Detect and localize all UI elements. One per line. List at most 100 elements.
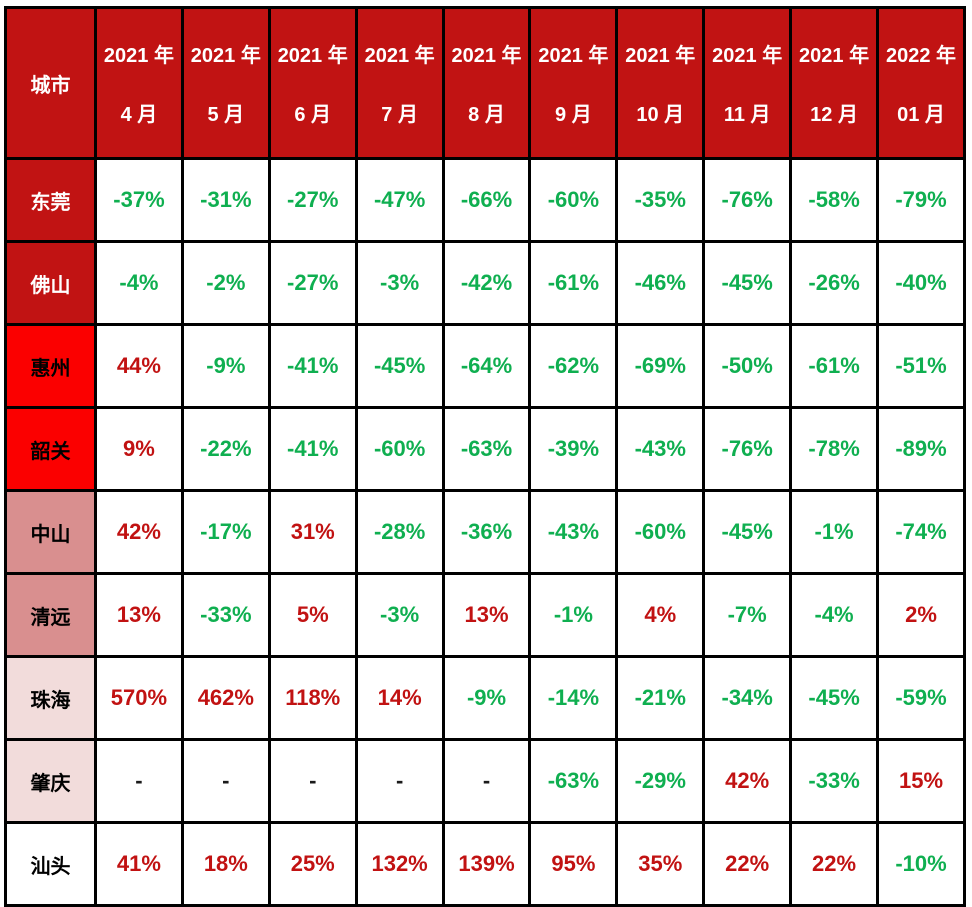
header-month-label: 9 月	[555, 104, 592, 126]
header-month-label: 10 月	[636, 104, 685, 126]
value-cell: -	[180, 738, 271, 824]
row-header-city: 惠州	[4, 323, 97, 409]
header-year-label: 2021 年	[799, 45, 870, 67]
header-month-label: 12 月	[810, 104, 858, 126]
value-cell: -58%	[789, 157, 880, 243]
header-month-label: 6 月	[294, 104, 332, 126]
value-cell: -45%	[789, 655, 880, 741]
value-cell: -47%	[354, 157, 445, 243]
value-cell: -45%	[702, 489, 793, 575]
value-cell: -9%	[180, 323, 271, 409]
value-cell: -60%	[615, 489, 706, 575]
value-cell: -78%	[789, 406, 880, 492]
value-cell: -76%	[702, 406, 793, 492]
table-row: 珠海 570% 462% 118% 14% -9% -14% -21% -34% -45% -59%	[4, 655, 966, 741]
value-cell: -27%	[267, 240, 358, 326]
value-cell: -	[441, 738, 532, 824]
value-cell: -79%	[876, 157, 966, 243]
value-cell: -17%	[180, 489, 271, 575]
table-row: 肇庆 - - - - - -63% -29% 42% -33% 15%	[4, 738, 966, 824]
value-cell: 139%	[441, 821, 532, 907]
row-header-city: 佛山	[4, 240, 97, 326]
header-year-label: 2021 年	[277, 45, 348, 67]
month-column-header: 2022 年 01 月	[876, 6, 966, 160]
row-header-city: 汕头	[4, 821, 97, 907]
value-cell: -	[94, 738, 184, 824]
value-cell: -62%	[528, 323, 619, 409]
header-month-label: 5 月	[207, 104, 245, 126]
value-cell: -89%	[876, 406, 966, 492]
month-column-header: 2021 年 9 月	[528, 6, 619, 160]
value-cell: 132%	[354, 821, 445, 907]
value-cell: -59%	[876, 655, 966, 741]
table-row: 东莞 -37% -31% -27% -47% -66% -60% -35% -76% -58% -7…	[4, 157, 966, 243]
value-cell: -1%	[528, 572, 619, 658]
value-cell: -61%	[528, 240, 619, 326]
value-cell: -66%	[441, 157, 532, 243]
value-cell: -4%	[789, 572, 880, 658]
value-cell: -76%	[702, 157, 793, 243]
value-cell: -63%	[441, 406, 532, 492]
value-cell: -41%	[267, 323, 358, 409]
table-row: 汕头 41% 18% 25% 132% 139% 95% 35% 22% 22% -10%	[4, 821, 966, 907]
value-cell: -63%	[528, 738, 619, 824]
value-cell: -27%	[267, 157, 358, 243]
month-column-header: 2021 年 7 月	[354, 6, 445, 160]
value-cell: -28%	[354, 489, 445, 575]
header-year-label: 2022 年	[885, 45, 957, 67]
value-cell: 13%	[441, 572, 532, 658]
value-cell: -4%	[94, 240, 184, 326]
month-column-header: 2021 年 5 月	[180, 6, 271, 160]
value-cell: -34%	[702, 655, 793, 741]
month-column-header: 2021 年 10 月	[615, 6, 706, 160]
value-cell: -14%	[528, 655, 619, 741]
value-cell: -33%	[180, 572, 271, 658]
value-cell: -40%	[876, 240, 966, 326]
value-cell: -36%	[441, 489, 532, 575]
header-year-label: 2021 年	[364, 45, 435, 67]
header-year-label: 2021 年	[712, 45, 783, 67]
value-cell: 25%	[267, 821, 358, 907]
value-cell: -31%	[180, 157, 271, 243]
value-cell: 5%	[267, 572, 358, 658]
value-cell: -51%	[876, 323, 966, 409]
header-year-label: 2021 年	[538, 45, 609, 67]
value-cell: -64%	[441, 323, 532, 409]
value-cell: -37%	[94, 157, 184, 243]
value-cell: -45%	[702, 240, 793, 326]
value-cell: -39%	[528, 406, 619, 492]
value-cell: 13%	[94, 572, 184, 658]
value-cell: -69%	[615, 323, 706, 409]
row-header-city: 肇庆	[4, 738, 97, 824]
value-cell: 95%	[528, 821, 619, 907]
row-header-city: 清远	[4, 572, 97, 658]
value-cell: 9%	[94, 406, 184, 492]
value-cell: -9%	[441, 655, 532, 741]
row-header-city: 东莞	[4, 157, 97, 243]
table-row: 佛山 -4% -2% -27% -3% -42% -61% -46% -45% -26% -40%	[4, 240, 966, 326]
value-cell: -3%	[354, 572, 445, 658]
header-year-label: 2021 年	[451, 45, 522, 67]
value-cell: -3%	[354, 240, 445, 326]
value-cell: -43%	[615, 406, 706, 492]
header-month-label: 4 月	[120, 104, 158, 126]
value-cell: -22%	[180, 406, 271, 492]
header-year-label: 2021 年	[103, 45, 174, 67]
value-cell: 22%	[789, 821, 880, 907]
month-column-header: 2021 年 4 月	[94, 6, 184, 160]
value-cell: -74%	[876, 489, 966, 575]
value-cell: 42%	[94, 489, 184, 575]
value-cell: -26%	[789, 240, 880, 326]
value-cell: -50%	[702, 323, 793, 409]
month-column-header: 2021 年 11 月	[702, 6, 793, 160]
value-cell: 44%	[94, 323, 184, 409]
value-cell: -33%	[789, 738, 880, 824]
value-cell: -61%	[789, 323, 880, 409]
header-year-label: 2021 年	[190, 45, 261, 67]
month-column-header: 2021 年 12 月	[789, 6, 880, 160]
header-month-label: 11 月	[723, 104, 771, 126]
table-row: 清远 13% -33% 5% -3% 13% -1% 4% -7% -4% 2%	[4, 572, 966, 658]
